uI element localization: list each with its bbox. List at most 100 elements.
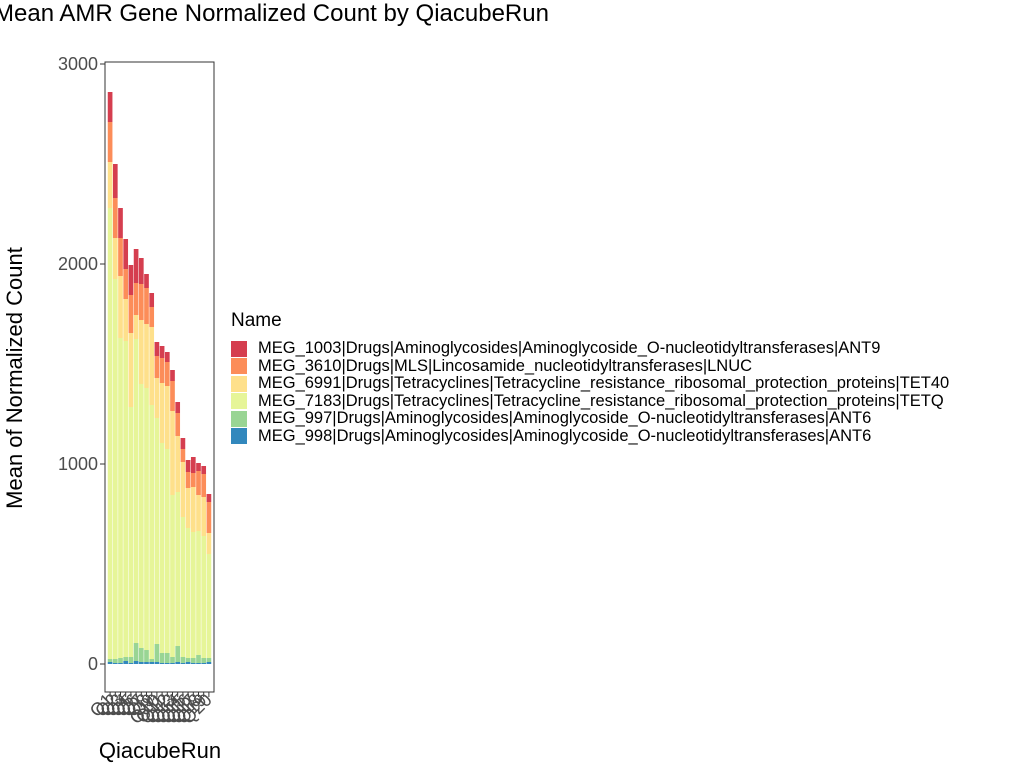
bar-segment-Q11-s5 (159, 346, 165, 358)
bar-segment-Q7-s3 (138, 320, 144, 384)
chart-title: Mean AMR Gene Normalized Count by Qiacub… (0, 0, 549, 27)
bar-segment-Q15-s0 (180, 663, 186, 664)
bar-segment-Q9-s0 (149, 662, 155, 664)
bar-segment-Q4-s0 (123, 661, 129, 664)
bar-segment-Q17-s2 (190, 532, 196, 658)
bar-segment-Q8-s5 (144, 274, 149, 288)
bar-segment-Q19-s4 (201, 474, 207, 497)
bar-segment-Q20-s5 (206, 494, 212, 502)
bar-segment-Q2-s1 (112, 659, 118, 663)
bar-segment-Q14-s1 (175, 646, 181, 662)
bar-segment-Q20-s4 (206, 502, 212, 533)
bar-segment-Q4-s4 (123, 269, 129, 299)
y-tick-label: 3000 (58, 54, 98, 74)
bar-segment-Q3-s4 (118, 238, 123, 276)
bar-segment-Q13-s4 (170, 381, 175, 411)
bar-segment-Q1-s2 (107, 208, 113, 659)
bar-segment-Q15-s3 (180, 462, 186, 517)
bar-segment-Q10-s4 (154, 356, 160, 378)
bar-segment-Q18-s3 (196, 495, 201, 531)
bar-segment-Q13-s5 (170, 370, 175, 381)
bar-segment-Q1-s4 (107, 122, 113, 162)
legend-swatch (231, 410, 247, 427)
legend-item: MEG_6991|Drugs|Tetracyclines|Tetracyclin… (231, 375, 949, 393)
legend-swatch (231, 358, 247, 375)
bar-segment-Q13-s0 (170, 663, 175, 664)
bar-segment-Q11-s3 (159, 383, 165, 443)
bar-segment-Q12-s0 (164, 663, 170, 664)
legend-label: MEG_1003|Drugs|Aminoglycosides|Aminoglyc… (258, 339, 881, 358)
bar-segment-Q14-s5 (175, 402, 181, 413)
bar-segment-Q8-s2 (144, 388, 149, 650)
bar-segment-Q2-s2 (112, 279, 118, 659)
bar-segment-Q20-s1 (206, 658, 212, 662)
bar-segment-Q6-s0 (133, 661, 139, 664)
bar-segment-Q3-s2 (118, 338, 123, 658)
plot-panel-border (104, 61, 215, 693)
bar-segment-Q13-s1 (170, 657, 175, 663)
bar-segment-Q4-s5 (123, 239, 129, 269)
legend-title: Name (231, 310, 282, 331)
bar-segment-Q12-s3 (164, 386, 170, 449)
bar-segment-Q16-s4 (185, 472, 191, 488)
legend-label: MEG_6991|Drugs|Tetracyclines|Tetracyclin… (258, 374, 950, 393)
bar-segment-Q3-s5 (118, 208, 123, 238)
bar-segment-Q8-s0 (144, 662, 149, 664)
bar-segment-Q19-s0 (201, 663, 207, 664)
bar-segment-Q4-s2 (123, 341, 129, 657)
bar-segment-Q19-s2 (201, 536, 207, 658)
legend-item: MEG_997|Drugs|Aminoglycosides|Aminoglyco… (231, 410, 949, 428)
bar-segment-Q3-s0 (118, 663, 123, 664)
bar-segment-Q8-s3 (144, 324, 149, 388)
bar-segment-Q14-s2 (175, 492, 181, 646)
bar-segment-Q9-s3 (149, 327, 155, 405)
legend-swatch (231, 393, 247, 410)
legend-label: MEG_997|Drugs|Aminoglycosides|Aminoglyco… (258, 409, 872, 428)
bar-segment-Q12-s4 (164, 362, 170, 386)
bar-segment-Q13-s3 (170, 411, 175, 495)
y-tick-label: 0 (88, 654, 98, 674)
legend-label: MEG_7183|Drugs|Tetracyclines|Tetracyclin… (258, 391, 944, 410)
bar-segment-Q9-s5 (149, 293, 155, 307)
bar-segment-Q4-s1 (123, 657, 129, 661)
bar-segment-Q18-s0 (196, 663, 201, 664)
bar-segment-Q8-s1 (144, 650, 149, 662)
bar-segment-Q2-s0 (112, 663, 118, 664)
legend-item: MEG_3610|Drugs|MLS|Lincosamide_nucleotid… (231, 356, 949, 376)
bar-segment-Q6-s5 (133, 249, 139, 283)
bar-segment-Q16-s2 (185, 528, 191, 658)
bar-segment-Q5-s1 (128, 657, 134, 663)
bar-segment-Q6-s2 (133, 339, 139, 643)
bar-segment-Q11-s2 (159, 443, 165, 653)
bar-segment-Q5-s5 (128, 265, 134, 295)
bar-segment-Q2-s4 (112, 198, 118, 238)
bar-segment-Q18-s5 (196, 463, 201, 471)
bar-segment-Q11-s4 (159, 358, 165, 383)
bar-segment-Q1-s3 (107, 162, 113, 208)
bar-segment-Q15-s4 (180, 449, 186, 462)
legend-label: MEG_3610|Drugs|MLS|Lincosamide_nucleotid… (258, 356, 753, 375)
bar-segment-Q5-s3 (128, 333, 134, 407)
bar-segment-Q13-s2 (170, 495, 175, 657)
bar-segment-Q19-s3 (201, 497, 207, 536)
bar-segment-Q17-s1 (190, 658, 196, 663)
bar-segment-Q15-s5 (180, 438, 186, 449)
bar-segment-Q17-s0 (190, 663, 196, 664)
bar-segment-Q14-s4 (175, 413, 181, 436)
bar-segment-Q9-s4 (149, 307, 155, 327)
legend-item: MEG_998|Drugs|Aminoglycosides|Aminoglyco… (231, 427, 949, 446)
x-axis-title: QiacubeRun (99, 738, 221, 763)
bar-segment-Q5-s2 (128, 407, 134, 657)
bar-segment-Q18-s2 (196, 531, 201, 655)
bar-segment-Q11-s0 (159, 663, 165, 664)
bar-segment-Q11-s1 (159, 653, 165, 663)
bar-segment-Q5-s4 (128, 295, 134, 333)
legend-swatch (231, 428, 247, 445)
bar-segment-Q1-s0 (107, 662, 113, 664)
bar-segment-Q20-s2 (206, 554, 212, 658)
bar-segment-Q17-s3 (190, 487, 196, 532)
y-tick-label: 1000 (58, 454, 98, 474)
bar-segment-Q16-s3 (185, 488, 191, 528)
bar-segment-Q7-s4 (138, 284, 144, 320)
bar-segment-Q9-s1 (149, 659, 155, 662)
